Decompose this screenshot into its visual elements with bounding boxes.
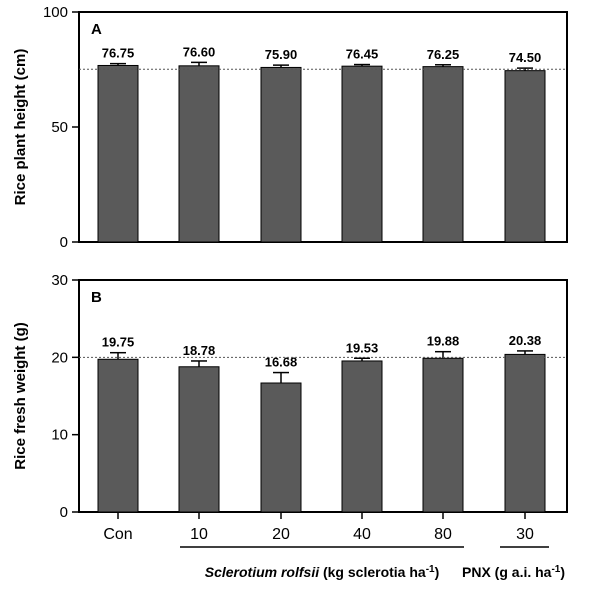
data-label: 19.88 (427, 334, 460, 349)
bar (341, 65, 383, 243)
data-label: 74.50 (509, 50, 542, 65)
y-tick-label: 100 (43, 4, 68, 21)
sclerotium-unit-close: ) (435, 564, 440, 580)
x-tick-label: 30 (516, 526, 534, 543)
y-tick-label: 20 (51, 349, 68, 366)
data-label: 76.45 (346, 47, 379, 62)
data-label: 18.78 (183, 343, 216, 358)
data-label: 19.53 (346, 340, 379, 355)
x-tick-label: 20 (272, 526, 290, 543)
pnx-unit-superscript: -1 (551, 564, 560, 575)
sclerotium-group-label: Sclerotium rolfsii (kg sclerotia ha-1) (205, 564, 440, 581)
sclerotium-unit-superscript: -1 (426, 564, 435, 575)
data-label: 75.90 (265, 47, 298, 62)
data-label: 16.68 (265, 355, 298, 370)
x-tick-label: 80 (434, 526, 452, 543)
y-axis-title: Rice plant height (cm) (12, 49, 29, 206)
pnx-unit-text: PNX (g a.i. ha (462, 564, 552, 580)
plot-frame (78, 11, 568, 243)
data-label: 76.25 (427, 47, 460, 62)
y-tick-label: 0 (60, 234, 68, 251)
pnx-unit-close: ) (560, 564, 565, 580)
x-tick-label: Con (103, 526, 132, 543)
bar (422, 357, 464, 513)
y-tick-label: 10 (51, 427, 68, 444)
panel-b: B 0 10 20 30 Rice fresh weight (g) 19.75 18.78 1… (12, 272, 568, 543)
data-label: 76.60 (183, 44, 216, 59)
bar (504, 70, 546, 243)
bar (178, 65, 220, 243)
y-tick-label: 30 (51, 272, 68, 289)
x-tick-label: 10 (190, 526, 208, 543)
y-tick-label: 0 (60, 504, 68, 521)
data-label: 76.75 (102, 46, 135, 61)
panel-letter: B (91, 289, 102, 306)
x-tick-label: 40 (353, 526, 371, 543)
plot-frame (78, 279, 568, 513)
bar (260, 382, 302, 513)
bar (260, 66, 302, 243)
y-axis-title: Rice fresh weight (g) (12, 322, 29, 470)
data-label: 20.38 (509, 333, 542, 348)
panel-a: A 0 50 100 Rice plant height (cm) 76.75 76.60 7… (12, 4, 568, 251)
sclerotium-unit-text: (kg sclerotia ha (319, 564, 426, 580)
sclerotium-species-name: Sclerotium rolfsii (205, 564, 320, 580)
bar (97, 358, 139, 513)
pnx-group-label: PNX (g a.i. ha-1) (462, 564, 565, 581)
panel-letter: A (91, 21, 102, 38)
bar (504, 353, 546, 513)
bar (422, 66, 464, 243)
bar (178, 366, 220, 513)
bar (97, 64, 139, 243)
y-tick-label: 50 (51, 119, 68, 136)
data-label: 19.75 (102, 335, 135, 350)
bar (341, 360, 383, 513)
